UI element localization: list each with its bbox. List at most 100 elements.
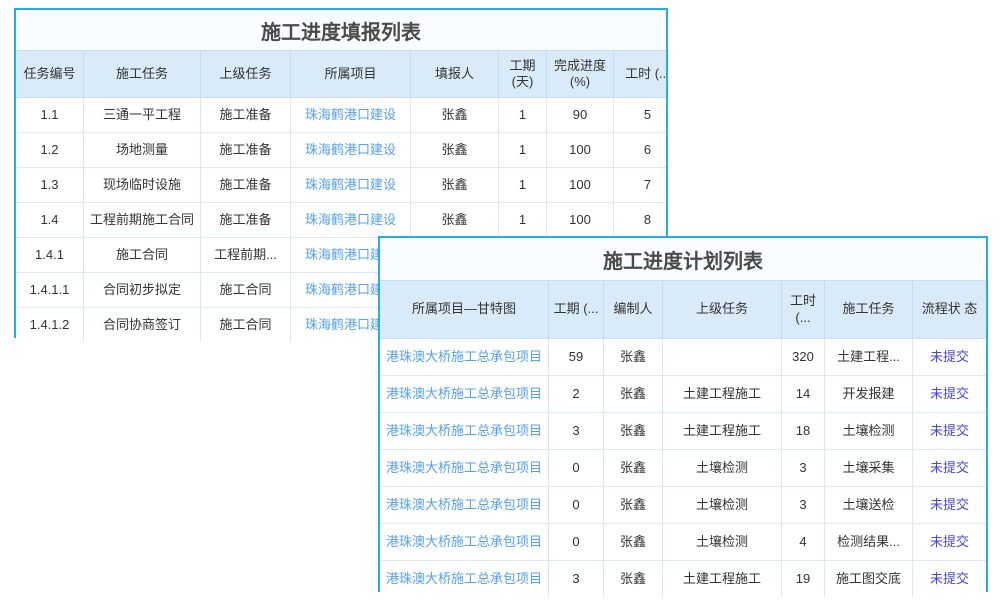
table-row: 港珠澳大桥施工总承包项目 0 张鑫 土壤检测 3 土壤送检 未提交 [380,486,986,523]
table-cell: 合同协商签订 [84,308,201,342]
project-link[interactable]: 港珠澳大桥施工总承包项目 [380,450,549,486]
project-link[interactable]: 港珠澳大桥施工总承包项目 [380,339,549,375]
column-header: 流程状 态 [921,301,978,317]
table-cell: 施工准备 [201,98,291,132]
column-header: 上级任务 [201,51,291,97]
table-cell: 4 [782,524,825,560]
table-cell: 1 [499,133,547,167]
project-link[interactable]: 港珠澳大桥施工总承包项目 [380,413,549,449]
table-cell: 土壤检测 [663,450,782,486]
table-cell: 张鑫 [604,413,663,449]
table-cell: 现场临时设施 [84,168,201,202]
table-cell: 张鑫 [411,133,499,167]
table-cell: 场地测量 [84,133,201,167]
table-cell: 土壤检测 [663,487,782,523]
table-cell: 施工图交底 [825,561,913,597]
progress-plan-table-panel: 施工进度计划列表 所属项目—甘特图 工期 (... 编制人 上级任务 工时 (... 施工… [378,236,988,597]
column-header: 上级任务 [663,281,782,338]
project-link[interactable]: 港珠澳大桥施工总承包项目 [380,524,549,560]
project-link[interactable]: 珠海鹤港口建设 [291,168,411,202]
table-cell: 0 [549,450,604,486]
table-cell: 8 [643,211,652,227]
table-cell: 1 [499,98,547,132]
table-cell: 张鑫 [411,203,499,237]
table-cell: 1 [499,203,547,237]
table-cell [663,339,782,375]
table-cell: 1.2 [16,133,84,167]
table-cell: 土壤送检 [825,487,913,523]
table-cell: 施工合同 [201,308,291,342]
table-cell: 0 [549,487,604,523]
table-row: 1.4 工程前期施工合同 施工准备 珠海鹤港口建设 张鑫 1 100 8 [16,202,666,237]
project-link[interactable]: 港珠澳大桥施工总承包项目 [380,487,549,523]
table-cell: 土壤检测 [663,524,782,560]
table-cell: 张鑫 [604,561,663,597]
progress-report-table-title: 施工进度填报列表 [16,10,666,51]
table-cell: 工程前期... [201,238,291,272]
table-cell: 张鑫 [411,98,499,132]
table-cell: 90 [547,98,614,132]
table-cell: 三通一平工程 [84,98,201,132]
table-cell: 张鑫 [604,376,663,412]
table-cell: 100 [547,133,614,167]
table-cell: 土建工程施工 [663,561,782,597]
table-cell: 1.3 [16,168,84,202]
column-header: 工时 (... [782,281,825,338]
table-header-row: 任务编号 施工任务 上级任务 所属项目 填报人 工期 (天) 完成进度 (%) 工时 (... [16,51,666,98]
table-cell: 18 [782,413,825,449]
table-cell: 施工准备 [201,203,291,237]
status-link[interactable]: 未提交 [929,533,969,549]
table-cell: 0 [549,524,604,560]
column-header: 施工任务 [825,281,913,338]
project-link[interactable]: 珠海鹤港口建设 [291,133,411,167]
status-link[interactable]: 未提交 [929,496,969,512]
table-cell: 工程前期施工合同 [84,203,201,237]
table-cell: 土壤检测 [825,413,913,449]
table-cell: 土壤采集 [825,450,913,486]
column-header: 完成进度 (%) [547,51,614,97]
table-cell: 张鑫 [604,450,663,486]
table-cell: 张鑫 [604,524,663,560]
table-cell: 检测结果... [825,524,913,560]
table-cell: 土建工程施工 [663,376,782,412]
table-row: 港珠澳大桥施工总承包项目 0 张鑫 土壤检测 4 检测结果... 未提交 [380,523,986,560]
table-cell: 5 [643,106,652,122]
table-cell: 14 [782,376,825,412]
project-link[interactable]: 珠海鹤港口建设 [291,98,411,132]
table-cell: 19 [782,561,825,597]
table-cell: 3 [782,450,825,486]
table-row: 港珠澳大桥施工总承包项目 3 张鑫 土建工程施工 18 土壤检测 未提交 [380,412,986,449]
table-cell: 1.4.1 [16,238,84,272]
status-link[interactable]: 未提交 [929,385,969,401]
column-header: 工期 (... [549,281,604,338]
table-cell: 开发报建 [825,376,913,412]
table-row: 港珠澳大桥施工总承包项目 3 张鑫 土建工程施工 19 施工图交底 未提交 [380,560,986,597]
project-link[interactable]: 港珠澳大桥施工总承包项目 [380,376,549,412]
project-link[interactable]: 珠海鹤港口建设 [291,203,411,237]
table-cell: 100 [547,168,614,202]
column-header: 工期 (天) [499,51,547,97]
table-cell: 1.1 [16,98,84,132]
table-cell: 3 [549,561,604,597]
table-row: 港珠澳大桥施工总承包项目 2 张鑫 土建工程施工 14 开发报建 未提交 [380,375,986,412]
progress-plan-table: 所属项目—甘特图 工期 (... 编制人 上级任务 工时 (... 施工任务 流程状 态港珠… [380,281,986,597]
table-cell: 施工准备 [201,133,291,167]
status-link[interactable]: 未提交 [929,459,969,475]
table-cell: 1 [499,168,547,202]
table-cell: 2 [549,376,604,412]
table-cell: 100 [547,203,614,237]
status-link[interactable]: 未提交 [929,348,969,364]
table-cell: 合同初步拟定 [84,273,201,307]
project-link[interactable]: 港珠澳大桥施工总承包项目 [380,561,549,597]
status-link[interactable]: 未提交 [929,422,969,438]
table-cell: 59 [549,339,604,375]
column-header: 工时 (... [625,65,666,81]
status-link[interactable]: 未提交 [929,570,969,586]
table-cell: 6 [643,141,652,157]
table-header-row: 所属项目—甘特图 工期 (... 编制人 上级任务 工时 (... 施工任务 流程状 态 [380,281,986,339]
table-cell: 3 [782,487,825,523]
table-cell: 320 [782,339,825,375]
column-header: 任务编号 [16,51,84,97]
table-cell: 张鑫 [604,339,663,375]
table-body: 港珠澳大桥施工总承包项目 59 张鑫 320 土建工程... 未提交 港珠澳大桥施工总承包项… [380,339,986,597]
